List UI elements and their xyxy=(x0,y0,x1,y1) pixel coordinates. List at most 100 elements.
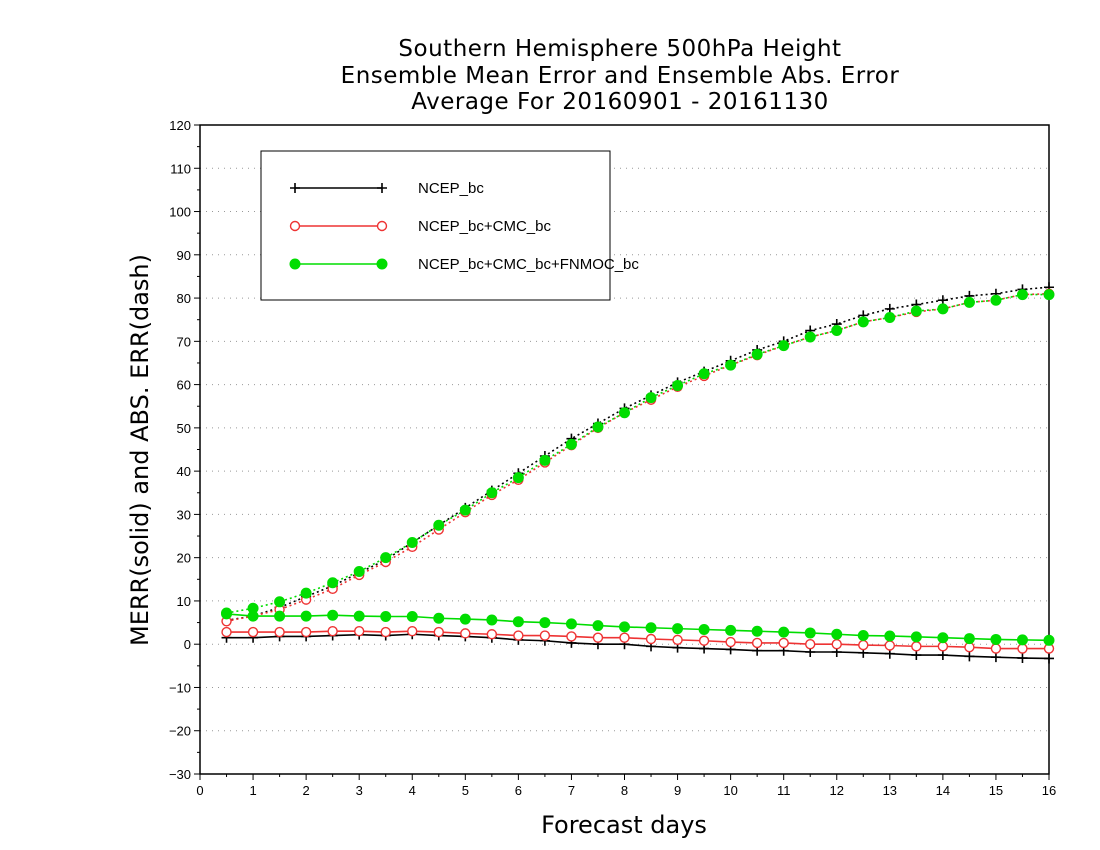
y-tick-label: 90 xyxy=(177,248,191,263)
x-tick-label: 7 xyxy=(568,783,575,798)
data-point-merr xyxy=(990,652,1001,663)
y-tick-label: 110 xyxy=(170,161,191,176)
data-point-merr xyxy=(1017,643,1028,654)
data-point-abs-err xyxy=(1016,289,1028,301)
data-point-merr xyxy=(433,626,444,638)
data-point-merr xyxy=(778,637,789,649)
chart-title-line-2: Ensemble Mean Error and Ensemble Abs. Er… xyxy=(340,63,900,89)
chart-title-line-3: Average For 20160901 - 20161130 xyxy=(411,89,829,115)
data-point-merr xyxy=(884,640,896,651)
data-point-abs-err xyxy=(884,312,896,324)
data-point-merr xyxy=(1017,653,1028,664)
data-point-merr xyxy=(937,632,949,644)
data-point-abs-err xyxy=(963,296,975,308)
x-tick-label: 3 xyxy=(356,783,363,798)
y-axis-label: MERR(solid) and ABS. ERR(dash) xyxy=(126,254,154,646)
data-point-abs-err xyxy=(512,472,524,484)
data-point-merr xyxy=(725,624,737,636)
y-tick-label: 100 xyxy=(169,205,191,220)
data-point-abs-err xyxy=(433,519,445,531)
x-tick-label: 14 xyxy=(936,783,950,798)
data-point-merr xyxy=(911,641,922,652)
x-tick-label: 1 xyxy=(249,783,256,798)
data-point-merr xyxy=(858,639,869,651)
data-point-abs-err xyxy=(380,552,392,564)
series-line-abs-err-1 xyxy=(226,292,1050,623)
data-point-merr xyxy=(1044,653,1054,664)
data-point-merr xyxy=(857,630,869,642)
data-point-merr xyxy=(539,630,551,641)
data-point-abs-err xyxy=(990,294,1002,306)
y-tick-label: 30 xyxy=(177,507,191,522)
data-point-merr xyxy=(672,623,684,635)
data-point-merr xyxy=(566,631,577,642)
data-point-abs-err xyxy=(751,348,763,360)
x-tick-label: 6 xyxy=(515,783,522,798)
data-point-merr xyxy=(831,628,843,640)
data-point-merr xyxy=(990,633,1002,645)
data-point-merr xyxy=(247,610,259,622)
data-point-merr xyxy=(406,611,418,623)
data-point-abs-err xyxy=(1043,289,1055,301)
y-tick-label: 80 xyxy=(177,291,191,306)
y-tick-label: 0 xyxy=(184,637,191,652)
data-point-abs-err xyxy=(486,487,498,499)
data-point-merr xyxy=(247,626,259,638)
y-tick-label: −10 xyxy=(169,680,191,695)
data-point-merr xyxy=(751,637,763,649)
x-tick-label: 2 xyxy=(303,783,310,798)
legend-marker xyxy=(376,258,388,270)
x-tick-label: 0 xyxy=(196,783,203,798)
data-point-abs-err xyxy=(592,421,604,433)
data-point-abs-err xyxy=(698,368,710,380)
series-line-abs-err-2 xyxy=(226,293,1049,614)
data-point-merr xyxy=(274,626,285,638)
data-point-abs-err xyxy=(910,305,922,317)
legend-label: NCEP_bc+CMC_bc+FNMOC_bc xyxy=(418,256,639,273)
data-point-merr xyxy=(380,611,392,623)
x-tick-label: 12 xyxy=(830,783,844,798)
y-tick-label: 120 xyxy=(169,118,191,133)
data-point-merr xyxy=(513,630,524,641)
data-point-merr xyxy=(592,620,604,632)
y-tick-label: 70 xyxy=(177,334,191,349)
data-point-abs-err xyxy=(539,454,551,466)
legend-marker xyxy=(289,258,301,270)
data-point-abs-err xyxy=(565,438,577,450)
data-point-merr xyxy=(804,627,816,639)
data-point-merr xyxy=(619,621,630,633)
data-point-abs-err xyxy=(672,379,684,391)
data-point-merr xyxy=(805,639,816,650)
data-point-merr xyxy=(565,618,577,630)
x-tick-label: 5 xyxy=(462,783,469,798)
x-tick-label: 8 xyxy=(621,783,628,798)
data-point-merr xyxy=(407,626,418,637)
data-point-merr xyxy=(937,641,949,652)
data-point-merr xyxy=(910,631,922,643)
data-point-abs-err xyxy=(353,566,365,578)
data-point-abs-err xyxy=(725,359,737,371)
x-tick-label: 10 xyxy=(723,783,737,798)
data-point-merr xyxy=(433,612,445,624)
data-point-merr xyxy=(353,610,365,622)
data-point-merr xyxy=(963,633,975,645)
y-tick-label: 50 xyxy=(177,421,191,436)
y-tick-label: 60 xyxy=(177,378,191,393)
data-point-abs-err xyxy=(459,504,471,516)
data-point-merr xyxy=(645,622,657,634)
legend-marker xyxy=(290,183,300,193)
data-point-abs-err xyxy=(619,407,630,419)
data-point-merr xyxy=(725,636,736,648)
data-point-merr xyxy=(645,633,657,645)
data-point-merr xyxy=(592,632,604,643)
data-point-merr xyxy=(459,613,471,625)
series-line-merr-2 xyxy=(226,613,1050,642)
data-point-merr xyxy=(539,617,551,629)
data-point-abs-err xyxy=(300,587,312,599)
y-tick-label: 40 xyxy=(177,464,191,479)
data-point-merr xyxy=(831,639,842,650)
data-point-abs-err xyxy=(937,303,949,315)
data-point-merr xyxy=(327,626,338,637)
x-tick-label: 16 xyxy=(1042,783,1056,798)
data-point-merr xyxy=(884,630,896,642)
